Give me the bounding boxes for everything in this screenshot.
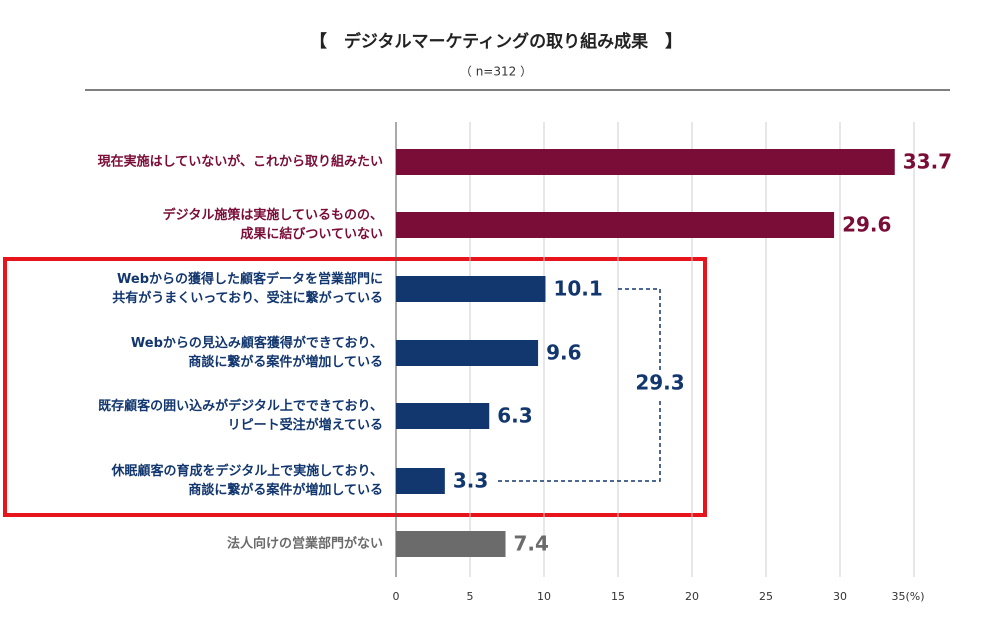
category-label: 既存顧客の囲い込みがデジタル上でできており、 <box>98 398 383 414</box>
x-tick-label: 0 <box>393 590 400 603</box>
value-label: 6.3 <box>497 404 532 428</box>
annotation-bg <box>634 370 686 398</box>
value-label: 10.1 <box>553 277 602 301</box>
category-label: 休眠顧客の育成をデジタル上で実施しており、 <box>111 463 383 479</box>
x-tick-label: 15 <box>611 590 625 603</box>
category-label: 商談に繋がる案件が増加している <box>188 354 383 370</box>
x-tick-label: 30 <box>833 590 847 603</box>
category-label: リピート受注が増えている <box>228 417 383 433</box>
bar <box>396 468 445 494</box>
category-label: Webからの見込み顧客獲得ができており、 <box>131 335 383 351</box>
category-label: 成果に結びついていない <box>240 226 383 242</box>
chart-subtitle: （ n=312 ） <box>460 65 532 79</box>
bar <box>396 212 835 238</box>
bar <box>396 403 490 429</box>
category-label: Webからの獲得した顧客データを営業部門に <box>117 271 383 287</box>
value-label: 29.6 <box>842 213 891 237</box>
category-label: 現在実施はしていないが、これから取り組みたい <box>98 154 383 170</box>
bar <box>396 531 506 557</box>
highlight-box <box>3 257 707 517</box>
value-label: 7.4 <box>514 532 549 556</box>
bar <box>396 340 539 366</box>
value-label: 9.6 <box>546 341 581 365</box>
group-total-annotation: 29.3 <box>635 371 684 395</box>
chart-title: 【 デジタルマーケティングの取り組み成果 】 <box>310 31 682 52</box>
category-label: 共有がうまくいっており、受注に繋がっている <box>112 290 383 306</box>
value-label: 33.7 <box>903 150 952 174</box>
x-tick-label: 25 <box>759 590 773 603</box>
bar <box>396 149 895 175</box>
category-label: 法人向けの営業部門がない <box>227 536 383 552</box>
x-tick-label: 10 <box>537 590 551 603</box>
bar <box>396 276 546 302</box>
x-tick-label: 20 <box>685 590 699 603</box>
category-label: デジタル施策は実施しているものの、 <box>163 207 383 223</box>
value-label: 3.3 <box>453 469 488 493</box>
category-label: 商談に繋がる案件が増加している <box>188 482 383 498</box>
x-tick-label: 5 <box>467 590 474 603</box>
group-bracket <box>498 288 661 482</box>
x-tick-label: 35(%) <box>891 590 924 603</box>
